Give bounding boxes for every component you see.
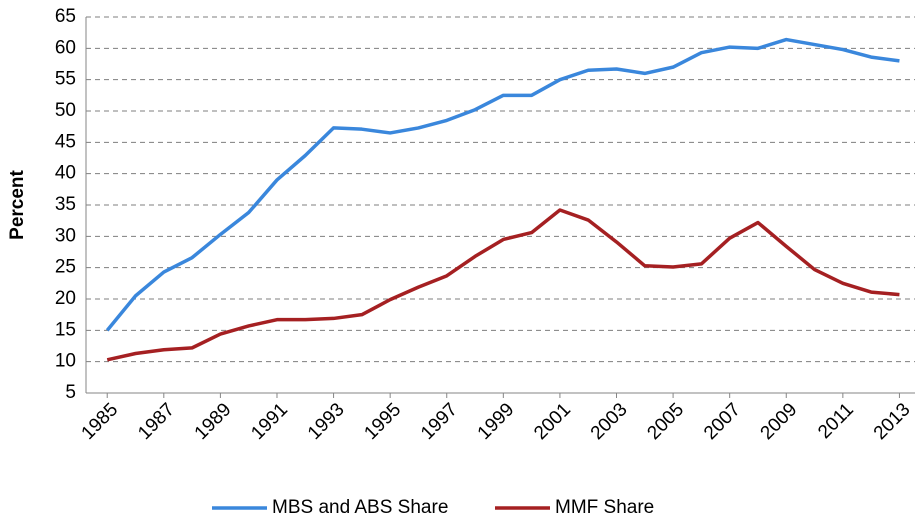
legend-label: MBS and ABS Share (272, 497, 448, 518)
y-tick-label: 5 (65, 382, 76, 403)
y-tick-label: 35 (55, 194, 76, 215)
x-tick-label: 2003 (587, 399, 632, 444)
y-tick-label: 25 (55, 257, 76, 278)
x-tick-label: 2011 (814, 399, 858, 443)
y-tick-label: 45 (55, 131, 76, 152)
y-tick-label: 55 (55, 69, 76, 90)
x-tick-label: 1997 (417, 399, 462, 444)
x-tick-label: 1991 (247, 399, 292, 444)
x-tick-label: 2005 (643, 399, 688, 444)
x-tick-label: 2013 (870, 399, 915, 444)
series-line (106, 208, 900, 362)
y-axis-label: Percent (7, 169, 28, 239)
x-tick-label: 1985 (78, 399, 123, 444)
series-line (105, 37, 900, 332)
y-tick-label: 20 (55, 288, 76, 309)
y-tick-label: 65 (55, 6, 76, 27)
y-tick-label: 30 (55, 225, 76, 246)
y-tick-label: 60 (55, 37, 76, 58)
x-tick-label: 2009 (757, 399, 802, 444)
x-tick-label: 2007 (700, 399, 745, 444)
x-tick-label: 1993 (304, 399, 349, 444)
x-tick-label: 1995 (360, 399, 405, 444)
x-tick-label: 1987 (134, 399, 179, 444)
y-tick-label: 15 (55, 319, 76, 340)
legend-label: MMF Share (555, 497, 654, 518)
y-tick-label: 40 (55, 163, 76, 184)
x-tick-label: 1999 (474, 399, 519, 444)
x-tick-label: 2001 (530, 399, 575, 444)
x-tick-label: 1989 (191, 399, 236, 444)
y-tick-label: 50 (55, 100, 76, 121)
y-tick-label: 10 (55, 351, 76, 372)
